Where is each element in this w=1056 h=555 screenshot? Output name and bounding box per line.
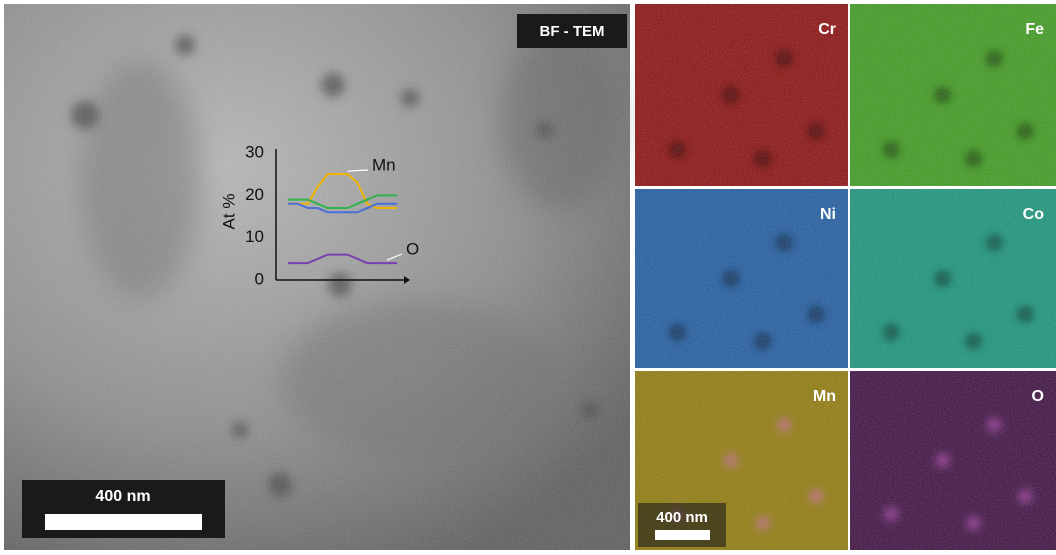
element-map: Cr [635,4,848,186]
annotation: O [406,239,419,258]
map-scale-bar [655,530,710,540]
y-tick-label: 0 [255,269,264,288]
element-map: O [850,371,1056,550]
y-axis-label: At % [219,194,238,230]
bf-label: BF - TEM [540,23,605,40]
element-map: Fe [850,4,1056,186]
scale-bar [45,514,202,530]
element-map: Ni [635,189,848,368]
y-tick-label: 20 [245,185,264,204]
map-label: Mn [813,388,836,405]
map-label: Co [1023,206,1045,223]
map-label: Fe [1025,21,1044,38]
element-map: Co [850,189,1056,368]
scale-bar-label: 400 nm [95,488,150,505]
annotation: Mn [372,155,396,174]
bf-tem-panel: BF - TEM 400 nm [4,4,630,550]
y-tick-label: 30 [245,142,264,161]
map-label: O [1032,388,1044,405]
y-tick-label: 10 [245,227,264,246]
map-label: Ni [820,206,836,223]
figure: BF - TEM 400 nm 0 10 20 30 At % Mn O Cr Fe Ni Co M… [0,0,1056,550]
eds-maps: Cr Fe Ni Co Mn O 400 nm [635,4,1056,550]
map-label: Cr [818,21,836,38]
map-scale-bar-label: 400 nm [656,509,708,526]
